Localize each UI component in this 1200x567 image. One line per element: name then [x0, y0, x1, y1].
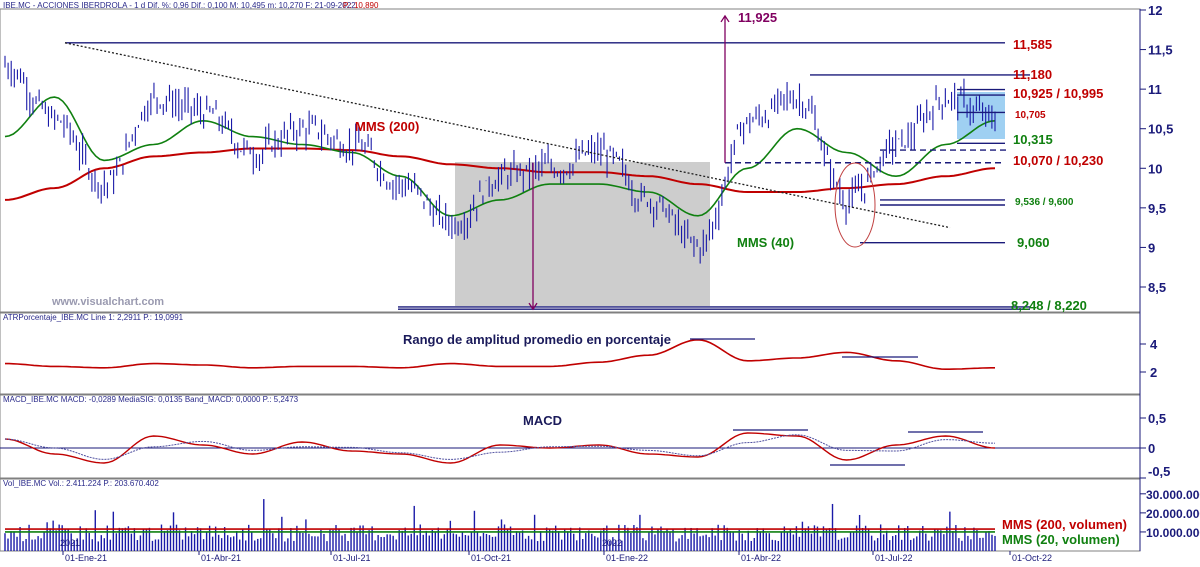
- atr-pane: [0, 312, 1141, 395]
- mms40-label: MMS (40): [737, 235, 794, 250]
- atr-layer: [5, 338, 995, 370]
- level-label-1: 11,585: [1013, 37, 1052, 52]
- date-label: 01-Abr-21: [201, 553, 241, 562]
- macd-header: MACD_IBE.MC MACD: -0,0289 MediaSIG: 0,01…: [3, 395, 299, 404]
- price-tick-label: 9,5: [1148, 201, 1166, 216]
- macd-signal-line: [4, 434, 996, 460]
- mms40-line: [4, 96, 996, 217]
- level-label-6: 10,070 / 10,230: [1013, 153, 1103, 168]
- macd-tick-label: -0,5: [1148, 464, 1170, 479]
- atr-line: [5, 338, 995, 370]
- macd-line: [4, 432, 996, 464]
- vol-tick-label: 20.000.000: [1146, 507, 1200, 521]
- vol-mms20-label: MMS (20, volumen): [1002, 532, 1120, 547]
- date-label: 01-Oct-22: [1012, 553, 1052, 562]
- level-label-7: 9,536 / 9,600: [1015, 197, 1074, 208]
- level-label-4: 10,705: [1015, 110, 1046, 121]
- level-label-9: 8,248 / 8,220: [1011, 298, 1087, 313]
- level-label-8: 9,060: [1017, 235, 1050, 250]
- price-layer: [4, 55, 996, 264]
- axis-layer: 12 11,5 11 10,5 10 9,5 9 8,5 4 2 0,5 0 -0,5 30.000.00…: [60, 3, 1200, 563]
- level-label-3: 10,925 / 10,995: [1013, 86, 1103, 101]
- date-label: 01-Abr-22: [741, 553, 781, 562]
- volume-header: Vol_IBE.MC Vol.: 2.411.224 P.: 203.670.4…: [3, 479, 159, 488]
- date-label: 01-Jul-22: [875, 553, 913, 562]
- measure-arrow-right: [720, 14, 730, 23]
- level-label-5: 10,315: [1013, 132, 1053, 147]
- vol-tick-label: 10.000.000: [1146, 526, 1200, 540]
- date-label: 01-Ene-22: [606, 553, 648, 562]
- level-label-2: 11,180: [1013, 67, 1052, 82]
- macd-title: MACD: [523, 413, 562, 428]
- atr-tick-label: 2: [1150, 365, 1157, 380]
- macd-tick-label: 0,5: [1148, 411, 1166, 426]
- measure-arrow-left: [528, 302, 538, 311]
- price-tick-label: 9: [1148, 240, 1155, 255]
- date-label: 01-Oct-21: [471, 553, 511, 562]
- consolidation-box-blue: [957, 92, 1005, 139]
- macd-layer: [0, 429, 1140, 466]
- macd-pane: [0, 394, 1141, 479]
- price-tick-label: 10: [1148, 161, 1162, 176]
- date-label: 01-Jul-21: [333, 553, 371, 562]
- atr-header: ATRPorcentaje_IBE.MC Line 1: 2,2911 P.: …: [3, 313, 184, 322]
- price-header: IBE.MC - ACCIONES IBERDROLA - 1 d Dif. %…: [3, 1, 356, 10]
- vol-tick-label: 30.000.000: [1146, 488, 1200, 502]
- annotation-layer: 11,925 11,585 11,180 10,925 / 10,995 10,705 1…: [64, 10, 1103, 313]
- macd-tick-label: 0: [1148, 441, 1155, 456]
- price-tick-label: 11: [1148, 82, 1162, 97]
- consolidation-box-gray: [455, 162, 710, 306]
- atr-title: Rango de amplitud promedio en porcentaje: [403, 332, 671, 347]
- price-tick-label: 10,5: [1148, 122, 1173, 137]
- mms200-label: MMS (200): [355, 119, 419, 134]
- year-mark-2022: 2022: [602, 538, 622, 548]
- price-tick-label: 8,5: [1148, 280, 1166, 295]
- reversal-ellipse: [834, 162, 876, 248]
- downtrend-line: [64, 42, 951, 229]
- date-label: 01-Ene-21: [65, 553, 107, 562]
- price-tick-label: 11,5: [1148, 43, 1173, 58]
- atr-tick-label: 4: [1150, 337, 1158, 352]
- level-label-0: 11,925: [738, 10, 777, 25]
- price-tick-label: 12: [1148, 3, 1162, 18]
- vol-mms200-label: MMS (200, volumen): [1002, 517, 1127, 532]
- year-mark-2021: 2021: [60, 538, 80, 548]
- watermark: www.visualchart.com: [51, 296, 164, 308]
- price-header-close: P.: 10,890: [343, 1, 379, 10]
- volume-layer: [4, 499, 996, 551]
